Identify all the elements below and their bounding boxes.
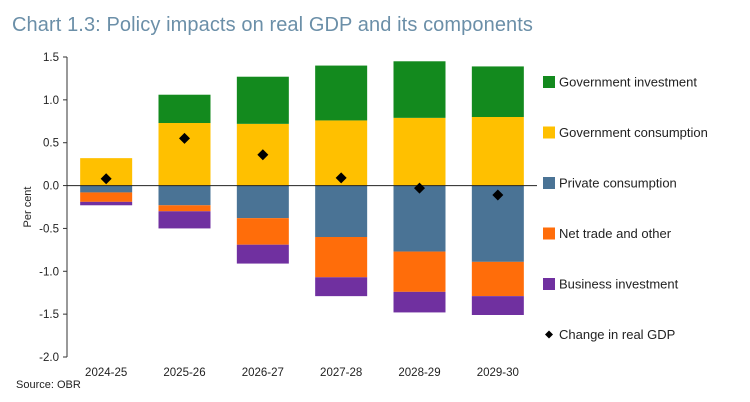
y-tick-label: -0.5: [39, 223, 59, 235]
legend-swatch-net-trade-and-other: [543, 227, 555, 240]
gdp-change-marker: [492, 189, 504, 201]
bar-government-investment: [393, 61, 446, 118]
bar-business-investment: [315, 277, 368, 297]
x-tick-label: 2028-29: [398, 367, 440, 379]
legend-swatch-private-consumption: [543, 177, 555, 189]
bar-private-consumption: [158, 185, 211, 206]
bar-net-trade-and-other: [315, 237, 368, 278]
source-note: Source: OBR: [16, 379, 81, 391]
x-tick-label: 2025-26: [163, 367, 205, 379]
bar-business-investment: [393, 291, 446, 313]
bar-government-investment: [236, 76, 289, 124]
bar-business-investment: [236, 244, 289, 264]
bar-business-investment: [80, 201, 133, 206]
legend-label-government-consumption: Government consumption: [559, 125, 708, 140]
y-axis-title: Per cent: [22, 187, 34, 228]
legend-swatch-government-investment: [543, 76, 555, 88]
chart-title: Chart 1.3: Policy impacts on real GDP an…: [12, 14, 534, 36]
legend-swatch-government-consumption: [543, 126, 555, 139]
y-tick-label: 1.0: [43, 95, 59, 107]
bar-net-trade-and-other: [158, 205, 211, 212]
bar-private-consumption: [393, 185, 446, 252]
x-tick-label: 2029-30: [477, 367, 519, 379]
bar-net-trade-and-other: [393, 251, 446, 292]
bar-private-consumption: [80, 185, 133, 193]
y-tick-label: -1.5: [39, 309, 59, 321]
bar-government-investment: [471, 66, 524, 117]
x-tick-label: 2027-28: [320, 367, 362, 379]
legend-label-private-consumption: Private consumption: [559, 176, 677, 191]
bar-business-investment: [158, 211, 211, 229]
bar-business-investment: [471, 296, 524, 315]
gdp-change-marker: [257, 149, 269, 161]
bar-net-trade-and-other: [80, 192, 133, 202]
gdp-change-marker: [100, 173, 112, 185]
y-tick-label: -1.0: [39, 266, 59, 278]
bar-government-investment: [315, 65, 368, 121]
bar-private-consumption: [315, 185, 368, 237]
y-tick-label: -2.0: [39, 352, 59, 364]
bar-government-consumption: [393, 117, 446, 186]
legend-label-business-investment: Business investment: [559, 277, 679, 292]
bar-government-consumption: [471, 117, 524, 186]
bar-government-consumption: [158, 123, 211, 186]
bar-government-investment: [158, 94, 211, 123]
x-tick-label: 2024-25: [85, 367, 127, 379]
bar-net-trade-and-other: [471, 261, 524, 297]
legend-label-government-investment: Government investment: [559, 75, 697, 90]
gdp-change-marker: [179, 132, 190, 144]
gdp-change-marker: [335, 172, 347, 184]
legend-swatch-change-in-real-gdp: [545, 330, 553, 339]
legend-swatch-business-investment: [543, 278, 555, 290]
x-tick-label: 2026-27: [242, 367, 284, 379]
bar-net-trade-and-other: [236, 218, 289, 245]
y-tick-label: 0.5: [43, 138, 59, 150]
gdp-change-marker: [414, 182, 425, 194]
y-tick-label: 0.0: [43, 181, 59, 193]
legend-label-change-in-real-gdp: Change in real GDP: [559, 327, 675, 342]
legend-label-net-trade-and-other: Net trade and other: [559, 226, 672, 241]
bar-private-consumption: [236, 185, 289, 219]
y-tick-label: 1.5: [43, 52, 59, 64]
